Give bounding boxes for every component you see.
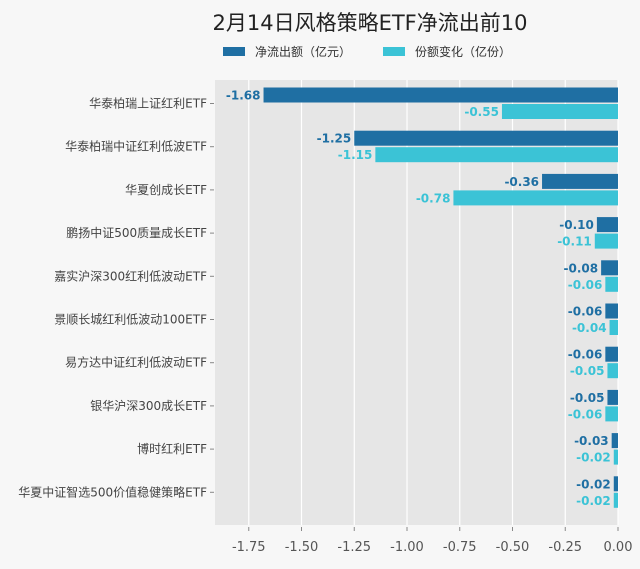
net-outflow-bar — [605, 303, 618, 319]
net-outflow-bar — [542, 173, 618, 189]
net-outflow-bar — [354, 130, 618, 146]
data-label: -0.05 — [570, 391, 605, 405]
x-tick-label: -1.50 — [285, 540, 319, 555]
x-tick-label: -1.75 — [232, 540, 266, 555]
data-label: -0.06 — [568, 407, 603, 421]
category-label: 华泰柏瑞中证红利低波ETF — [65, 139, 207, 154]
x-tick-label: -1.25 — [337, 540, 371, 555]
category-label: 易方达中证红利低波动ETF — [65, 355, 207, 370]
data-label: -0.06 — [568, 305, 603, 319]
net-outflow-bar — [601, 260, 618, 276]
data-label: -1.25 — [317, 132, 352, 146]
category-label: 银华沪深300成长ETF — [90, 399, 207, 413]
plot-area — [215, 80, 618, 525]
data-label: -0.06 — [568, 278, 603, 292]
legend-label: 净流出额（亿元） — [255, 44, 351, 59]
x-tick-label: -0.25 — [548, 540, 582, 555]
legend-label: 份额变化（亿份） — [415, 44, 511, 59]
category-label: 鹏扬中证500质量成长ETF — [66, 225, 207, 240]
data-label: -0.04 — [572, 321, 607, 335]
share-change-bar — [501, 104, 618, 119]
net-outflow-bar — [263, 87, 618, 103]
net-outflow-bar — [613, 476, 618, 492]
share-change-bar — [375, 147, 618, 163]
data-label: -0.55 — [464, 105, 499, 119]
category-label: 华泰柏瑞上证红利ETF — [89, 96, 207, 111]
data-label: -0.02 — [576, 451, 611, 465]
data-label: -0.08 — [564, 261, 599, 275]
legend-swatch — [383, 47, 405, 56]
x-tick-label: -0.75 — [443, 540, 477, 555]
x-tick-label: -1.00 — [390, 540, 424, 555]
category-label: 华夏创成长ETF — [125, 183, 207, 197]
data-label: -0.10 — [559, 218, 594, 232]
share-change-bar — [609, 320, 618, 335]
share-change-bar — [613, 449, 618, 465]
share-change-bar — [613, 492, 618, 508]
share-change-bar — [605, 276, 618, 292]
category-label: 博时红利ETF — [137, 441, 207, 456]
category-label: 华夏中证智选500价值稳健策略ETF — [18, 484, 207, 499]
net-outflow-bar — [596, 217, 618, 233]
data-label: -0.06 — [568, 348, 603, 362]
data-label: -0.11 — [557, 235, 592, 249]
data-label: -0.02 — [576, 494, 611, 508]
data-label: -0.03 — [574, 434, 609, 448]
data-label: -1.15 — [338, 148, 373, 162]
data-label: -0.36 — [504, 175, 539, 189]
category-label: 嘉实沪深300红利低波动ETF — [54, 268, 207, 283]
share-change-bar — [607, 363, 618, 379]
chart-title: 2月14日风格策略ETF净流出前10 — [213, 11, 528, 35]
x-tick-label: -0.50 — [496, 540, 530, 555]
x-tick-label: 0.00 — [604, 540, 633, 555]
data-label: -0.05 — [570, 364, 605, 378]
net-outflow-bar — [611, 433, 618, 449]
share-change-bar — [594, 233, 618, 249]
data-label: -1.68 — [226, 89, 261, 103]
legend-swatch — [223, 47, 245, 56]
net-outflow-bar — [607, 389, 618, 405]
data-label: -0.78 — [416, 191, 451, 205]
category-label: 景顺长城红利低波动100ETF — [54, 312, 207, 327]
share-change-bar — [605, 406, 618, 422]
share-change-bar — [453, 190, 618, 206]
net-outflow-bar — [605, 346, 618, 362]
data-label: -0.02 — [576, 477, 611, 491]
